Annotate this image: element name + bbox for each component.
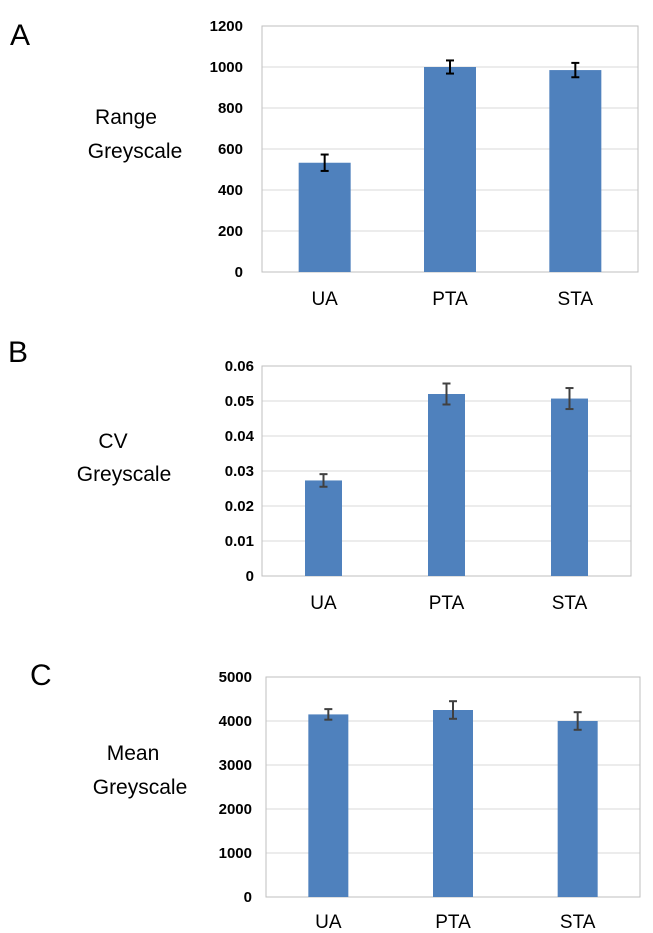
panel-c-y-tick-label: 5000 — [219, 669, 252, 686]
panel-c-y-tick-label: 1000 — [219, 845, 252, 862]
panel-a-x-tick-label: STA — [558, 289, 594, 310]
panel-b-y-tick-label: 0.02 — [225, 498, 254, 515]
panel-b-y-tick-label: 0.03 — [225, 463, 254, 480]
panel-b: B CV Greyscale 0 0.01 0.02 0.03 0.04 0.05 0.06… — [8, 336, 632, 614]
panel-c-x-tick-label: UA — [315, 912, 342, 933]
panel-c-bar-pta — [433, 710, 473, 897]
panel-b-y-tick-label: 0.01 — [225, 533, 254, 550]
panel-c-bar-sta — [557, 721, 598, 897]
panel-a-plot: 0 200 400 600 800 1000 1200 UA PTA STA — [210, 18, 639, 310]
panel-b-letter: B — [8, 336, 28, 369]
panel-c-ylabel-line-2: Greyscale — [93, 776, 188, 799]
panel-b-error-bar-ua — [319, 473, 328, 488]
panel-b-bar-ua — [305, 480, 342, 576]
panel-c-ylabel-line-1: Mean — [107, 742, 160, 765]
panel-b-ylabel-line-1: CV — [98, 430, 127, 453]
panel-c-error-bar-pta — [449, 700, 457, 720]
panel-a-y-tick-label: 400 — [218, 182, 243, 199]
panel-b-ylabel-line-2: Greyscale — [77, 463, 172, 486]
panel-a-x-tick-label: PTA — [432, 289, 468, 310]
panel-a-letter: A — [10, 19, 30, 52]
panel-c-error-bar-sta — [573, 711, 582, 731]
panel-a-x-tick-label: UA — [311, 289, 338, 310]
panel-b-x-tick-label: PTA — [429, 593, 465, 614]
panel-b-y-tick-label: 0 — [246, 568, 254, 585]
panel-c-y-tick-label: 3000 — [219, 757, 252, 774]
panel-a: A Range Greyscale 0 200 400 600 800 1000 1200 U… — [10, 18, 639, 310]
panel-a-error-bar-ua — [320, 153, 329, 172]
panel-a-bar-ua — [298, 162, 351, 272]
panel-c-letter: C — [30, 659, 52, 692]
panel-a-y-tick-label: 200 — [218, 223, 243, 240]
panel-b-bar-pta — [428, 394, 465, 576]
panel-b-y-tick-label: 0.06 — [225, 358, 254, 375]
panel-b-y-tick-label: 0.05 — [225, 393, 254, 410]
panel-c-y-tick-label: 4000 — [219, 713, 252, 730]
panel-b-y-tick-label: 0.04 — [225, 428, 255, 445]
panel-a-error-bar-sta — [571, 61, 580, 79]
panel-c-x-tick-label: PTA — [435, 912, 471, 933]
panel-c: C Mean Greyscale 0 1000 2000 3000 4000 5000 UA… — [30, 659, 641, 933]
panel-a-y-tick-label: 800 — [218, 100, 243, 117]
panel-c-plot: 0 1000 2000 3000 4000 5000 UA PTA STA — [219, 669, 641, 933]
panel-b-bar-sta — [551, 398, 588, 576]
panel-b-x-tick-label: STA — [552, 593, 588, 614]
panel-b-plot: 0 0.01 0.02 0.03 0.04 0.05 0.06 UA PTA STA — [225, 358, 632, 614]
panel-a-ylabel-line-2: Greyscale — [88, 140, 183, 163]
panel-a-y-tick-label: 1200 — [210, 18, 243, 35]
panel-a-y-tick-label: 1000 — [210, 59, 243, 76]
panel-c-y-tick-label: 0 — [244, 889, 252, 906]
panel-a-bar-sta — [549, 70, 602, 272]
panel-a-error-bar-pta — [446, 59, 454, 75]
panel-b-x-tick-label: UA — [310, 593, 337, 614]
panel-a-bar-pta — [424, 67, 476, 272]
panel-c-y-tick-label: 2000 — [219, 801, 252, 818]
panel-b-error-bar-sta — [565, 387, 574, 411]
panel-a-ylabel-line-1: Range — [95, 106, 157, 129]
panel-a-y-tick-label: 600 — [218, 141, 243, 158]
panel-c-bar-ua — [308, 714, 349, 897]
panel-c-error-bar-ua — [324, 708, 333, 721]
panel-b-error-bar-pta — [442, 382, 451, 406]
panel-a-y-tick-label: 0 — [235, 264, 243, 281]
panel-c-x-tick-label: STA — [560, 912, 596, 933]
